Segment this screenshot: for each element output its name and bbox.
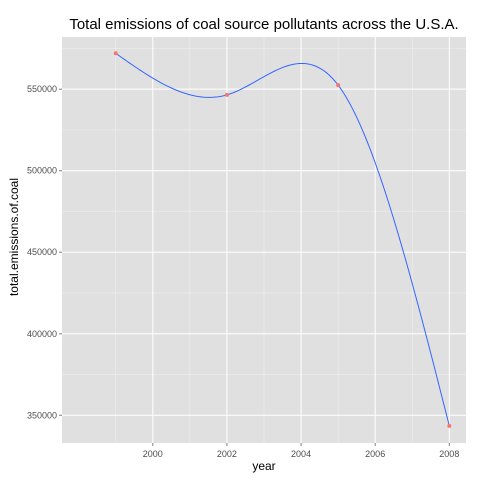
y-tick-label: 550000	[27, 84, 57, 94]
x-tick-label: 2006	[365, 449, 385, 459]
chart-title: Total emissions of coal source pollutant…	[69, 16, 458, 33]
y-tick-label: 350000	[27, 410, 57, 420]
y-axis-ticks: 350000 400000 450000 500000 550000	[27, 84, 62, 420]
x-axis-ticks: 2000 2002 2004 2006 2008	[143, 443, 459, 459]
y-axis-title: total.emissions.of.coal	[7, 178, 21, 296]
data-points	[113, 51, 452, 428]
x-tick-label: 2008	[439, 449, 459, 459]
x-axis-title: year	[252, 459, 275, 473]
y-tick-label: 400000	[27, 329, 57, 339]
x-tick-label: 2004	[291, 449, 311, 459]
data-point	[447, 423, 452, 428]
x-tick-label: 2000	[143, 449, 163, 459]
data-point	[113, 51, 118, 56]
data-point	[224, 92, 229, 97]
data-point	[336, 83, 341, 88]
x-tick-label: 2002	[217, 449, 237, 459]
y-tick-label: 450000	[27, 247, 57, 257]
minor-gridlines	[62, 37, 466, 443]
y-tick-label: 500000	[27, 166, 57, 176]
series-line	[115, 52, 450, 427]
major-gridlines	[62, 37, 466, 443]
